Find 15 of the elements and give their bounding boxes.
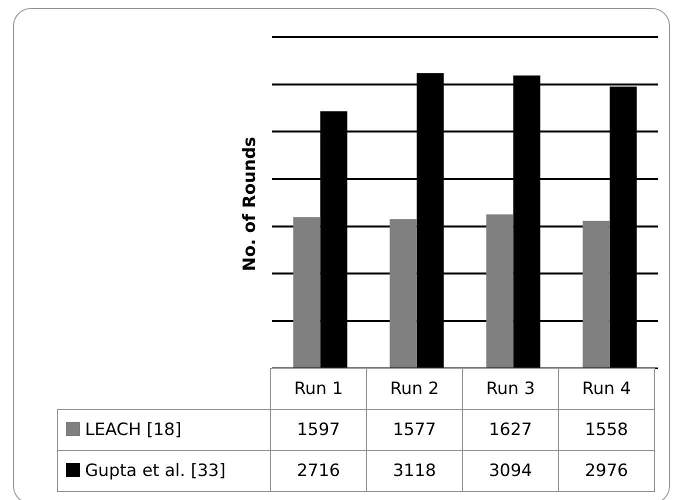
- data-label: 1558: [558, 410, 654, 450]
- legend-label: LEACH [18]: [85, 420, 182, 440]
- y-axis-title: No. of Rounds: [240, 136, 260, 272]
- x-tick-label: Run 1: [270, 368, 366, 410]
- data-label: 1597: [270, 410, 366, 450]
- x-tick-label: Run 2: [366, 368, 462, 410]
- data-label: 3118: [366, 450, 462, 492]
- x-tick-label: Run 3: [462, 368, 558, 410]
- data-label: 1577: [366, 410, 462, 450]
- data-label: 2716: [270, 450, 366, 492]
- data-label: 2976: [558, 450, 654, 492]
- x-tick-label: Run 4: [558, 368, 654, 410]
- data-label: 3094: [462, 450, 558, 492]
- legend-label: Gupta et al. [33]: [85, 461, 226, 481]
- data-label: 1627: [462, 410, 558, 450]
